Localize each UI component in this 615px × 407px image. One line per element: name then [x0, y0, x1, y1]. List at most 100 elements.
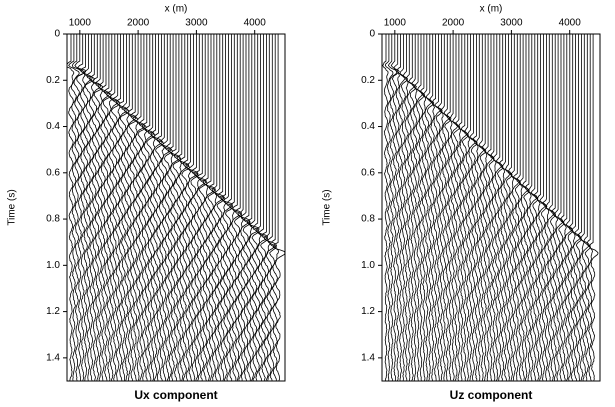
y-tick-label: 1.2 [46, 306, 60, 317]
trace [527, 34, 538, 381]
trace [384, 34, 394, 381]
trace [235, 34, 244, 381]
x-tick-label: 4000 [559, 18, 582, 29]
trace [71, 34, 85, 381]
trace [534, 34, 541, 381]
trace [199, 34, 209, 381]
trace [531, 34, 539, 381]
trace [249, 34, 260, 381]
trace [432, 34, 441, 381]
trace [182, 34, 191, 381]
trace [173, 34, 183, 381]
trace [393, 34, 401, 381]
x-tick-label: 2000 [442, 18, 465, 29]
trace [554, 34, 564, 381]
trace [106, 34, 119, 381]
trace [583, 34, 591, 381]
y-tick-label: 0.2 [46, 75, 60, 86]
trace [577, 34, 585, 381]
trace [402, 34, 409, 381]
trace [258, 34, 269, 381]
trace [472, 34, 479, 381]
trace [80, 34, 93, 381]
trace [115, 34, 128, 381]
y-tick-label: 1.4 [361, 353, 375, 364]
trace [118, 34, 130, 381]
y-tick-label: 1.2 [361, 306, 375, 317]
trace [568, 34, 576, 381]
trace [164, 34, 173, 381]
y-tick-label: 0.4 [46, 121, 60, 132]
y-tick-label: 0.2 [361, 75, 375, 86]
trace [269, 34, 279, 381]
trace [211, 34, 225, 381]
trace [194, 34, 207, 381]
trace [229, 34, 242, 381]
trace [422, 34, 432, 381]
trace [176, 34, 190, 381]
trace [77, 34, 86, 381]
trace [524, 34, 532, 381]
traces [382, 34, 599, 381]
trace [434, 34, 443, 381]
trace [167, 34, 181, 381]
trace [89, 34, 101, 381]
axes-frame [66, 33, 286, 382]
trace [455, 34, 462, 381]
trace [202, 34, 216, 381]
trace [507, 34, 514, 381]
trace [589, 34, 599, 381]
trace [161, 34, 174, 381]
trace [536, 34, 547, 381]
trace [111, 34, 121, 381]
x-tick-label: 3000 [185, 18, 208, 29]
trace [505, 34, 513, 381]
trace [463, 34, 470, 381]
trace [586, 34, 593, 381]
trace [214, 34, 225, 381]
trace [68, 34, 80, 381]
trace [408, 34, 417, 381]
trace [437, 34, 444, 381]
trace [132, 34, 146, 381]
trace [130, 34, 139, 381]
trace [551, 34, 559, 381]
y-tick-label: 1.4 [46, 353, 60, 364]
trace [560, 34, 567, 381]
trace [420, 34, 427, 381]
trace [103, 34, 112, 381]
trace [487, 34, 495, 381]
trace [109, 34, 121, 381]
trace [443, 34, 452, 381]
trace [223, 34, 234, 381]
trace [95, 34, 103, 381]
trace [86, 34, 95, 381]
x-axis-label: x (m) [480, 4, 503, 15]
y-tick-label: 0.8 [361, 214, 375, 225]
trace [545, 34, 555, 381]
trace [449, 34, 459, 381]
trace [563, 34, 573, 381]
panel: 1000 2000 3000 4000 0 0.2 0.4 0.6 0.8 1.0 1.2 1.4 x … [7, 4, 286, 402]
trace [440, 34, 450, 381]
trace [513, 34, 521, 381]
trace [429, 34, 435, 381]
trace [548, 34, 557, 381]
x-axis-label: x (m) [165, 4, 188, 15]
trace [580, 34, 591, 381]
trace [571, 34, 581, 381]
trace [206, 34, 216, 381]
x-tick-label: 1000 [384, 18, 407, 29]
chart-title: Uz component [450, 388, 533, 402]
y-tick-label: 0 [369, 29, 375, 40]
trace [147, 34, 156, 381]
x-tick-label: 1000 [69, 18, 92, 29]
trace [121, 34, 130, 381]
trace [475, 34, 485, 381]
trace [499, 34, 506, 381]
trace [152, 34, 164, 381]
panel: 1000 2000 3000 4000 0 0.2 0.4 0.6 0.8 1.0 1.2 1.4 x … [322, 4, 601, 402]
trace [399, 34, 409, 381]
trace [191, 34, 201, 381]
